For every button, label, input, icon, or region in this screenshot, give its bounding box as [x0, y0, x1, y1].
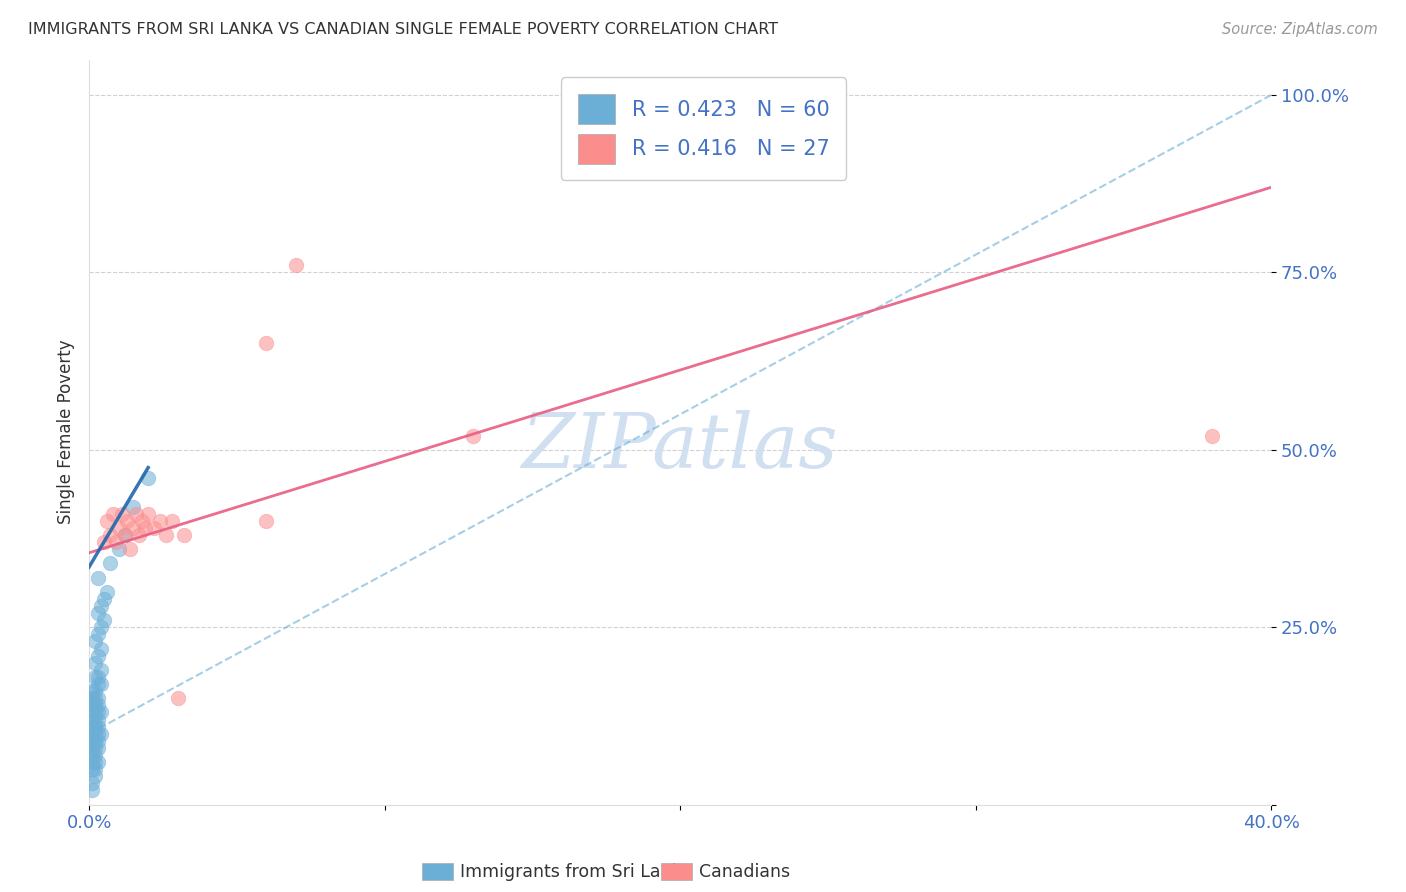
Point: [84, 656, 107, 670]
Point: [84, 747, 107, 762]
Point: [90, 727, 112, 741]
Point: [173, 528, 195, 542]
Point: [80, 755, 103, 769]
Point: [114, 528, 136, 542]
Point: [90, 677, 112, 691]
Point: [149, 514, 172, 528]
Point: [80, 734, 103, 748]
Point: [143, 521, 166, 535]
Point: [166, 691, 188, 706]
Point: [84, 684, 107, 698]
Point: [80, 706, 103, 720]
Point: [136, 507, 159, 521]
Point: [463, 428, 485, 442]
Point: [107, 521, 129, 535]
Text: Source: ZipAtlas.com: Source: ZipAtlas.com: [1222, 22, 1378, 37]
Point: [84, 670, 107, 684]
Point: [80, 776, 103, 790]
Point: [87, 740, 110, 755]
Point: [96, 514, 118, 528]
Point: [84, 720, 107, 734]
Point: [84, 706, 107, 720]
Point: [90, 706, 112, 720]
Point: [122, 521, 145, 535]
Point: [120, 542, 142, 557]
Point: [93, 591, 115, 606]
Point: [84, 762, 107, 776]
Point: [87, 727, 110, 741]
Text: IMMIGRANTS FROM SRI LANKA VS CANADIAN SINGLE FEMALE POVERTY CORRELATION CHART: IMMIGRANTS FROM SRI LANKA VS CANADIAN SI…: [28, 22, 779, 37]
Point: [98, 528, 121, 542]
Point: [87, 713, 110, 727]
Point: [90, 663, 112, 677]
Point: [84, 734, 107, 748]
Point: [80, 747, 103, 762]
Point: [254, 336, 277, 351]
Point: [87, 606, 110, 620]
Point: [104, 535, 127, 549]
Point: [87, 734, 110, 748]
Point: [84, 691, 107, 706]
Point: [1201, 428, 1223, 442]
Point: [87, 691, 110, 706]
Point: [90, 620, 112, 634]
Point: [80, 720, 103, 734]
Point: [96, 584, 118, 599]
Point: [90, 599, 112, 613]
Point: [101, 507, 124, 521]
Point: [87, 648, 110, 663]
Point: [131, 514, 153, 528]
Point: [87, 571, 110, 585]
Point: [114, 528, 136, 542]
Point: [87, 677, 110, 691]
Point: [84, 755, 107, 769]
Point: [84, 698, 107, 713]
Point: [87, 755, 110, 769]
Point: [90, 641, 112, 656]
Point: [84, 727, 107, 741]
Text: Immigrants from Sri Lanka: Immigrants from Sri Lanka: [460, 863, 692, 881]
Y-axis label: Single Female Poverty: Single Female Poverty: [58, 340, 75, 524]
Point: [84, 634, 107, 648]
Point: [125, 507, 148, 521]
Point: [128, 528, 150, 542]
Text: Canadians: Canadians: [699, 863, 790, 881]
Point: [80, 691, 103, 706]
Point: [87, 670, 110, 684]
Point: [107, 542, 129, 557]
Point: [80, 698, 103, 713]
Point: [80, 783, 103, 797]
Point: [98, 557, 121, 571]
Legend: R = 0.423   N = 60, R = 0.416   N = 27: R = 0.423 N = 60, R = 0.416 N = 27: [561, 78, 846, 180]
Point: [80, 684, 103, 698]
Point: [84, 740, 107, 755]
Point: [87, 720, 110, 734]
Point: [80, 713, 103, 727]
Point: [80, 740, 103, 755]
Point: [93, 613, 115, 627]
Point: [80, 762, 103, 776]
Point: [122, 500, 145, 514]
Point: [110, 507, 132, 521]
Point: [87, 698, 110, 713]
Point: [134, 521, 156, 535]
Point: [93, 535, 115, 549]
Point: [284, 259, 307, 273]
Point: [136, 471, 159, 485]
Point: [84, 769, 107, 783]
Point: [117, 514, 139, 528]
Point: [87, 706, 110, 720]
Point: [254, 514, 277, 528]
Point: [80, 727, 103, 741]
Point: [155, 528, 177, 542]
Point: [160, 514, 183, 528]
Point: [84, 713, 107, 727]
Text: ZIPatlas: ZIPatlas: [522, 410, 838, 484]
Point: [87, 627, 110, 641]
